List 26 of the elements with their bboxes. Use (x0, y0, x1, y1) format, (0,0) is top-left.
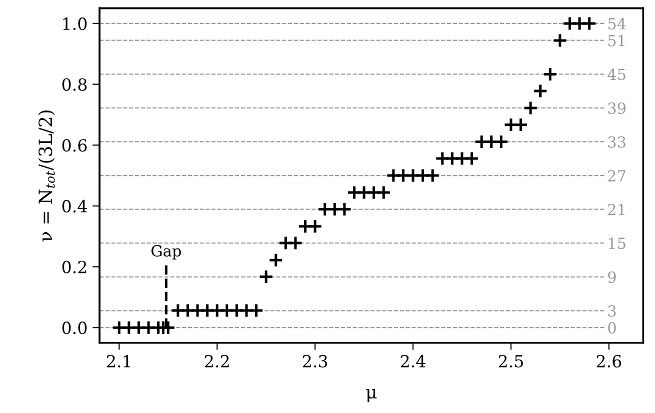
x-tick-label: 2.3 (302, 354, 328, 368)
y2-tick-label: 9 (608, 271, 616, 283)
y2-tick-label: 21 (608, 204, 624, 216)
y2-tick-label: 33 (608, 136, 626, 148)
y2-tick-label: 15 (608, 238, 626, 250)
y-tick-label: 0.4 (62, 200, 87, 213)
y2-tick-label: 39 (608, 102, 626, 114)
y-tick-label: 1.0 (63, 17, 87, 30)
y2-tick-label: 51 (608, 34, 624, 46)
x-axis-title: μ (366, 388, 377, 402)
y-tick-label: 0.6 (62, 139, 87, 152)
x-tick-label: 2.2 (204, 354, 229, 368)
y2-tick-label: 0 (608, 322, 616, 334)
x-tick-label: 2.1 (107, 354, 130, 368)
x-tick-label: 2.4 (400, 354, 426, 368)
y-axis-title: ν = N$_{tot}$/(3L/2) (38, 110, 55, 242)
annotation: Gap (151, 245, 181, 260)
y-tick-label: 0.0 (62, 322, 87, 334)
y2-tick-label: 54 (608, 18, 626, 30)
y-tick-label: 0.8 (62, 78, 87, 91)
y2-tick-label: 27 (608, 170, 626, 182)
x-tick-label: 2.5 (498, 354, 523, 368)
y2-tick-label: 3 (608, 305, 616, 317)
y2-tick-label: 45 (608, 68, 626, 80)
y-tick-label: 0.2 (62, 260, 86, 274)
x-tick-label: 2.6 (596, 354, 622, 368)
